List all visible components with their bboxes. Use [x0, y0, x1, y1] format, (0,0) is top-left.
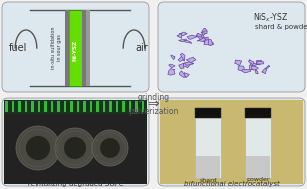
- Polygon shape: [248, 60, 254, 65]
- Polygon shape: [179, 39, 186, 41]
- Bar: [57, 101, 60, 112]
- Bar: [18, 101, 21, 112]
- Text: bifunctional electrocatalyst: bifunctional electrocatalyst: [184, 181, 280, 187]
- Text: Ni-YSZ: Ni-YSZ: [72, 39, 77, 61]
- FancyBboxPatch shape: [2, 98, 149, 186]
- Polygon shape: [208, 40, 213, 46]
- Bar: [135, 101, 138, 112]
- Polygon shape: [265, 65, 270, 69]
- Text: NiS$_x$-YSZ: NiS$_x$-YSZ: [253, 12, 288, 24]
- Bar: [196, 156, 220, 178]
- Bar: [37, 101, 40, 112]
- Polygon shape: [196, 33, 202, 37]
- Bar: [160, 100, 303, 184]
- Bar: [25, 101, 27, 112]
- Polygon shape: [177, 33, 182, 38]
- Polygon shape: [185, 62, 194, 65]
- Circle shape: [55, 128, 95, 168]
- Polygon shape: [183, 63, 192, 68]
- Polygon shape: [184, 73, 189, 77]
- Polygon shape: [249, 65, 254, 70]
- Bar: [64, 10, 68, 86]
- Bar: [195, 108, 221, 118]
- Bar: [70, 101, 72, 112]
- Polygon shape: [169, 64, 175, 68]
- Polygon shape: [201, 31, 207, 33]
- Polygon shape: [256, 60, 262, 65]
- Text: powder: powder: [246, 177, 270, 183]
- Bar: [129, 101, 131, 112]
- Bar: [142, 101, 144, 112]
- Bar: [86, 10, 90, 86]
- Bar: [11, 101, 14, 112]
- Bar: [122, 101, 125, 112]
- Text: pulverization: pulverization: [128, 108, 179, 116]
- Bar: [90, 101, 92, 112]
- Text: revitalizing degraded SOFC: revitalizing degraded SOFC: [28, 181, 124, 187]
- Polygon shape: [242, 69, 251, 73]
- Text: ⇒: ⇒: [148, 97, 159, 111]
- Text: shard: shard: [199, 177, 217, 183]
- Bar: [68, 10, 81, 86]
- Bar: [115, 101, 118, 112]
- Bar: [103, 101, 105, 112]
- Polygon shape: [255, 61, 264, 64]
- Polygon shape: [179, 32, 187, 36]
- Polygon shape: [201, 28, 207, 36]
- FancyBboxPatch shape: [158, 98, 305, 186]
- Polygon shape: [180, 53, 185, 60]
- Circle shape: [100, 138, 120, 158]
- Polygon shape: [197, 38, 206, 42]
- Bar: [64, 101, 66, 112]
- Bar: [76, 101, 79, 112]
- Polygon shape: [179, 63, 184, 69]
- Polygon shape: [178, 56, 185, 61]
- Bar: [4, 100, 147, 114]
- Bar: [245, 108, 271, 118]
- Polygon shape: [235, 60, 242, 66]
- Bar: [5, 101, 7, 112]
- Polygon shape: [251, 63, 258, 67]
- FancyBboxPatch shape: [2, 2, 149, 92]
- FancyBboxPatch shape: [158, 2, 305, 92]
- Polygon shape: [255, 70, 258, 74]
- Polygon shape: [204, 40, 214, 45]
- Circle shape: [64, 137, 86, 159]
- Text: grinding: grinding: [138, 92, 169, 101]
- Bar: [83, 101, 86, 112]
- Polygon shape: [179, 71, 186, 77]
- Polygon shape: [184, 40, 192, 43]
- Text: shard & powder: shard & powder: [255, 24, 307, 30]
- Polygon shape: [187, 35, 197, 40]
- Polygon shape: [202, 37, 208, 42]
- Polygon shape: [168, 69, 175, 75]
- Bar: [44, 101, 46, 112]
- Circle shape: [26, 136, 50, 160]
- Bar: [245, 118, 271, 178]
- Circle shape: [92, 130, 128, 166]
- Polygon shape: [171, 55, 175, 60]
- Bar: [195, 118, 221, 178]
- Polygon shape: [186, 57, 196, 63]
- Text: fuel: fuel: [9, 43, 27, 53]
- Bar: [81, 10, 86, 86]
- Bar: [50, 101, 53, 112]
- Polygon shape: [252, 66, 258, 70]
- Text: in-situ sulfidation
in sour gas: in-situ sulfidation in sour gas: [51, 27, 62, 69]
- Polygon shape: [197, 35, 204, 40]
- Text: air: air: [136, 43, 148, 53]
- Bar: [109, 101, 111, 112]
- Bar: [96, 101, 99, 112]
- Polygon shape: [262, 69, 266, 74]
- Bar: [246, 156, 270, 178]
- Circle shape: [16, 126, 60, 170]
- Bar: [4, 100, 147, 184]
- Polygon shape: [238, 66, 244, 71]
- Bar: [31, 101, 33, 112]
